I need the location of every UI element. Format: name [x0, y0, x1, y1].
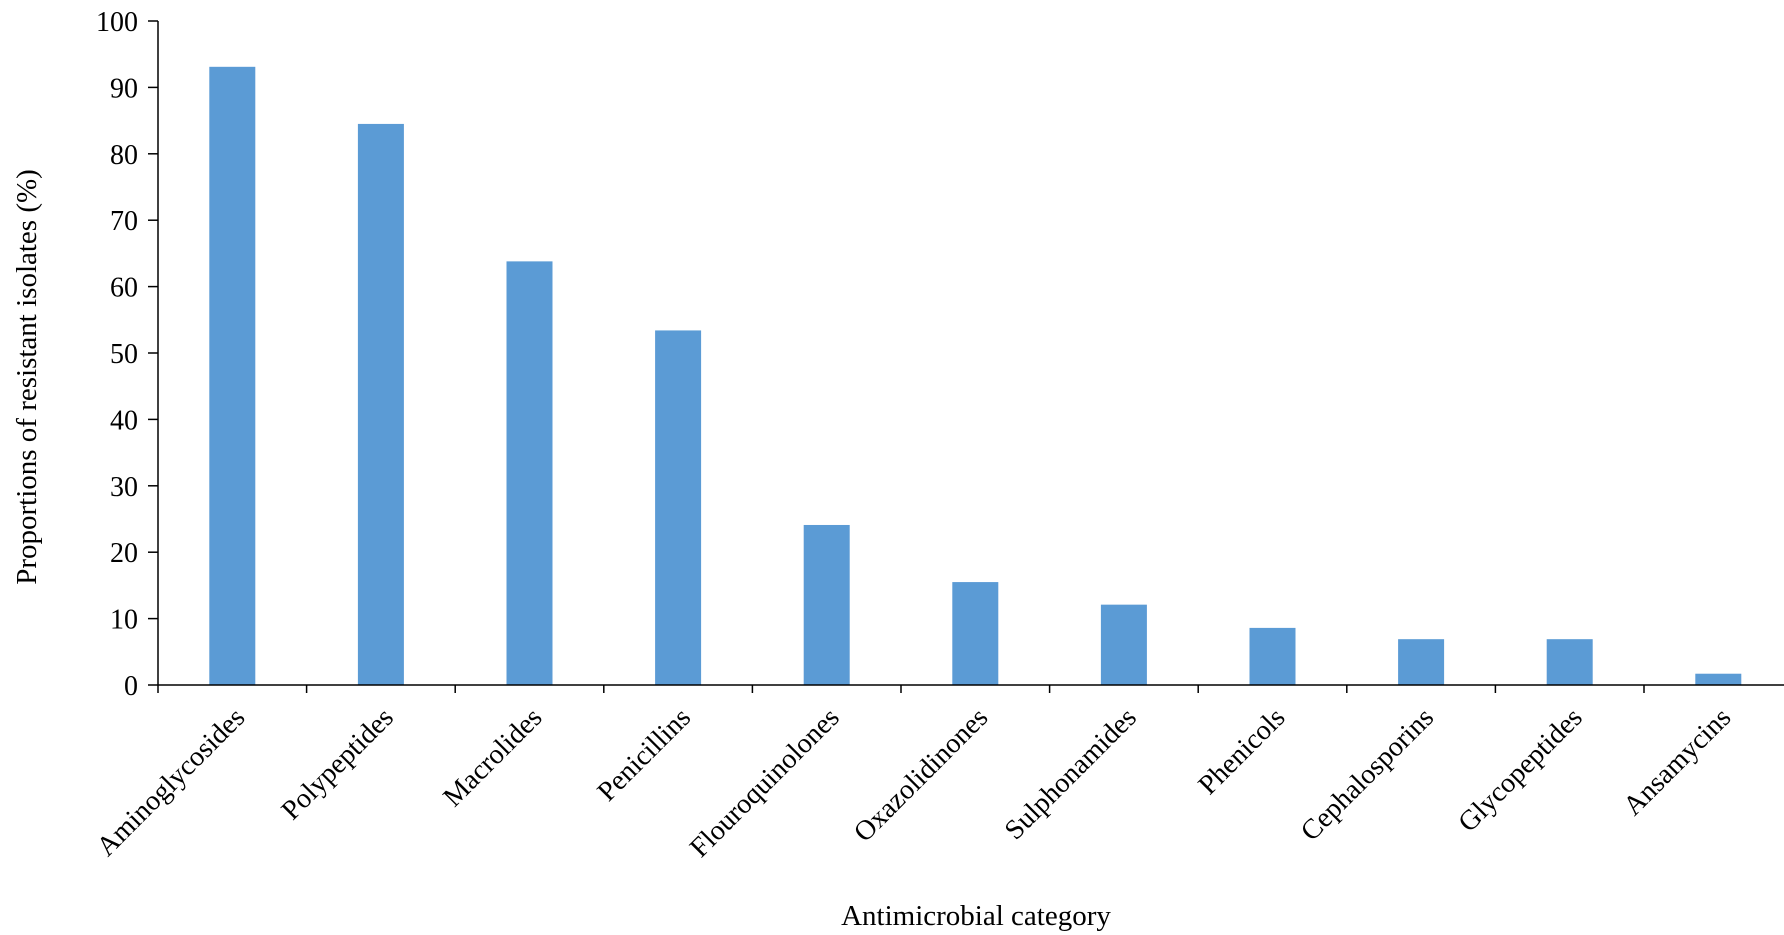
y-ticks-group: 0 10 20 30 40 50 60 70 80 90 100 — [96, 7, 158, 702]
y-tick-label: 20 — [110, 538, 138, 569]
bar — [1398, 639, 1445, 685]
x-category-label: Macrolides — [437, 702, 548, 813]
bar — [1100, 604, 1147, 685]
bar — [952, 582, 999, 685]
y-tick-label: 90 — [110, 73, 138, 104]
y-tick-label: 40 — [110, 405, 138, 436]
x-category-label: Penicillins — [592, 702, 698, 808]
y-tick-label: 10 — [110, 605, 138, 636]
x-category-label: Cephalosporins — [1295, 702, 1440, 847]
x-category-label: Polypeptides — [276, 702, 400, 826]
x-category-label: Phenicols — [1193, 702, 1292, 801]
y-tick-label: 30 — [110, 472, 138, 503]
x-category-label: Oxazolidinones — [848, 702, 994, 848]
y-tick-label: 100 — [96, 7, 138, 38]
bar — [357, 123, 404, 686]
bar — [1695, 673, 1742, 685]
x-ticks-group: Aminoglycosides Polypeptides Macrolides Pen… — [91, 685, 1737, 864]
bar — [655, 330, 702, 685]
x-axis-title: Antimicrobial category — [841, 900, 1111, 932]
x-category-label: Ansamycins — [1617, 702, 1737, 822]
y-axis-title: Proportions of resistant isolates (%) — [11, 169, 43, 585]
bar — [803, 524, 850, 685]
bar — [209, 66, 256, 686]
x-category-label: Flouroquinolones — [684, 702, 846, 864]
bar — [1546, 639, 1593, 685]
bar — [506, 261, 553, 685]
y-tick-label: 50 — [110, 339, 138, 370]
y-tick-label: 80 — [110, 140, 138, 171]
bar — [1249, 627, 1296, 685]
y-tick-label: 0 — [124, 671, 138, 702]
bars-group — [209, 66, 1742, 686]
x-category-label: Glycopeptides — [1452, 702, 1588, 838]
y-tick-label: 60 — [110, 273, 138, 304]
x-category-label: Aminoglycosides — [91, 702, 252, 863]
x-category-label: Sulphonamides — [999, 702, 1143, 846]
y-tick-label: 70 — [110, 206, 138, 237]
